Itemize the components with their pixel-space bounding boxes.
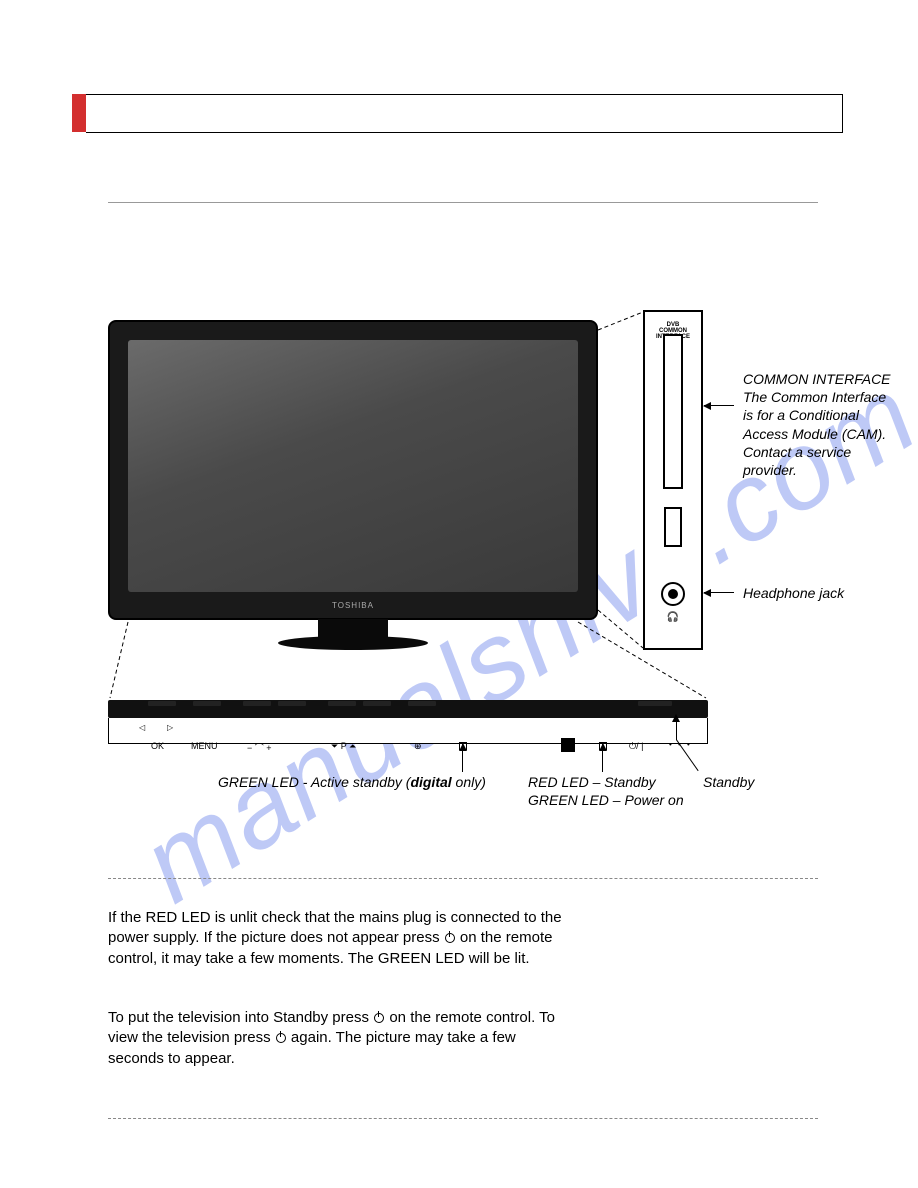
- ctrl-button: [328, 701, 356, 706]
- tv-screen: [128, 340, 578, 592]
- tv-brand-label: TOSHIBA: [332, 601, 374, 610]
- line-standby-arrowhead: [672, 714, 680, 722]
- power-icon: [373, 1012, 385, 1024]
- ctrl-power: ⏻/ |: [629, 741, 643, 752]
- line-red-led: [602, 744, 603, 772]
- usb-slot: [664, 507, 682, 547]
- ctrl-button: [193, 701, 221, 706]
- hp-callout: Headphone jack: [743, 584, 898, 602]
- ctrl-button: [148, 701, 176, 706]
- callout-green-led: GREEN LED - Active standby (digital only…: [218, 774, 486, 792]
- separator-1: [108, 878, 818, 879]
- headphone-icon: 🎧: [667, 612, 679, 623]
- ctrl-button: [638, 701, 672, 706]
- header-rule-right: [842, 94, 843, 132]
- headphone-jack: [661, 582, 685, 606]
- ctrl-vol: − ⌒ +: [247, 741, 272, 754]
- ctrl-src: ⊕: [414, 741, 422, 752]
- paragraph-2: To put the television into Standby press…: [108, 1008, 568, 1069]
- ci-callout: COMMON INTERFACE The Common Interface is…: [743, 370, 898, 479]
- ctrl-menu: MENU: [191, 741, 218, 751]
- line-green-led: [462, 744, 463, 772]
- ctrl-button: [363, 701, 391, 706]
- controls-bar-top: [108, 700, 708, 718]
- header-rule-bottom: [86, 132, 843, 133]
- ci-callout-title: COMMON INTERFACE: [743, 371, 891, 387]
- ctrl-button: [278, 701, 306, 706]
- side-panel: DVB COMMON INTERFACE 🎧: [643, 310, 703, 650]
- power-icon: [444, 932, 456, 944]
- tv-diagram: TOSHIBA DVB COMMON INTERFACE 🎧 COMMON IN…: [108, 310, 828, 780]
- ctrl-button: [243, 701, 271, 706]
- ctrl-prog: ⏷ P ⏶: [331, 741, 356, 752]
- controls-bar: ◁ OK ▷ MENU − ⌒ + ⏷ P ⏶ ⊕ ⏻/ | • • •: [108, 700, 708, 750]
- callout-green-led-c: only): [452, 774, 486, 790]
- callout-green-led-a: GREEN LED - Active standby (: [218, 774, 410, 790]
- ctrl-button: [408, 701, 436, 706]
- arrow-ci: [704, 405, 734, 406]
- header-accent: [72, 94, 86, 132]
- tv-frame: TOSHIBA: [108, 320, 598, 620]
- controls-bar-face: ◁ OK ▷ MENU − ⌒ + ⏷ P ⏶ ⊕ ⏻/ | • • •: [108, 718, 708, 744]
- ci-callout-desc: The Common Interface is for a Conditiona…: [743, 389, 886, 478]
- headphone-jack-inner: [668, 589, 678, 599]
- header-divider: [108, 202, 818, 203]
- ci-slot: [663, 334, 683, 489]
- paragraph-1: If the RED LED is unlit check that the m…: [108, 908, 568, 969]
- p2-a: To put the television into Standby press: [108, 1009, 373, 1026]
- separator-2: [108, 1118, 818, 1119]
- arrow-hp: [704, 592, 734, 593]
- power-icon: [275, 1032, 287, 1044]
- callout-red-led: RED LED – Standby GREEN LED – Power on: [528, 774, 684, 809]
- ctrl-ok: OK: [151, 741, 164, 751]
- line-standby-a: [676, 720, 677, 740]
- callout-standby: Standby: [703, 774, 754, 792]
- header-rule-top: [86, 94, 843, 95]
- ir-sensor: [561, 738, 575, 752]
- tv-stand-base: [278, 636, 428, 650]
- callout-green-led-b: digital: [410, 774, 451, 790]
